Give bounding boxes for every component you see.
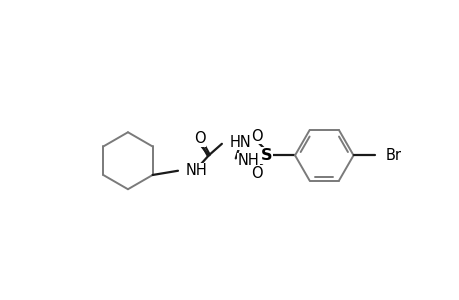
Text: O: O [251, 129, 263, 144]
Text: HN: HN [229, 135, 251, 150]
Text: NH: NH [237, 153, 258, 168]
Text: O: O [193, 131, 205, 146]
Text: O: O [251, 166, 263, 181]
Text: S: S [260, 148, 272, 163]
Text: NH: NH [185, 163, 207, 178]
Text: Br: Br [385, 148, 401, 163]
